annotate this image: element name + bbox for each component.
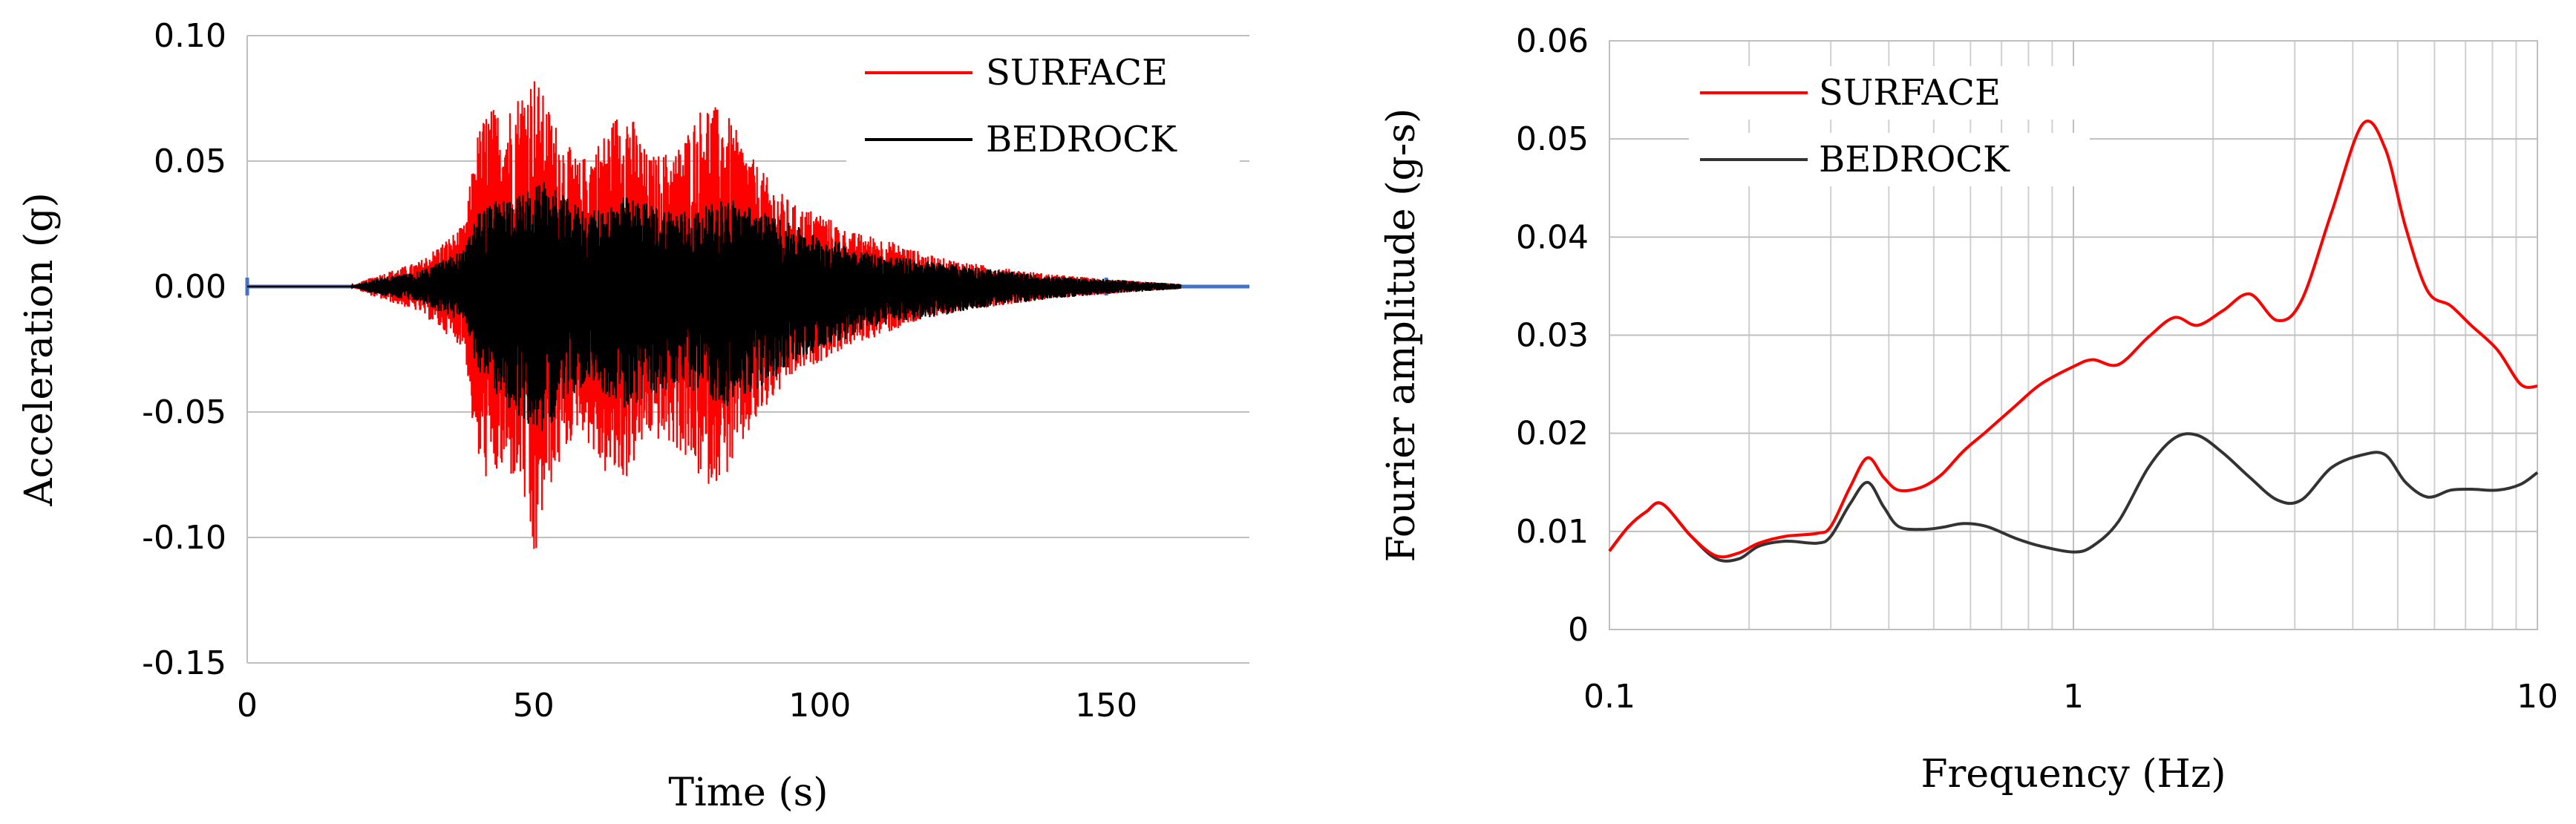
y-tick-label: -0.05 bbox=[142, 393, 226, 431]
y-tick-label: 0.10 bbox=[154, 17, 226, 55]
series-line-bedrock bbox=[247, 182, 1182, 431]
x-tick-label: 100 bbox=[788, 687, 851, 725]
y-axis-title: Fourier amplitude (g-s) bbox=[1379, 108, 1424, 563]
y-tick-label: 0.06 bbox=[1516, 22, 1589, 60]
acceleration-chart: 0.10 0.05 0.00 -0.05 -0.10 -0.15 0 50 100 150 SURF… bbox=[17, 17, 1249, 815]
y-tick-label: 0.02 bbox=[1516, 415, 1589, 453]
legend-label: BEDROCK bbox=[1819, 139, 2010, 180]
fourier-chart: 0.06 0.05 0.04 0.03 0.02 0.01 0 0.1 1 10 SURFACE BE… bbox=[1379, 22, 2558, 797]
x-tick-label: 0 bbox=[237, 687, 258, 725]
y-tick-label: 0.03 bbox=[1516, 317, 1589, 355]
x-tick-label: 50 bbox=[513, 687, 555, 725]
y-axis-title: Acceleration (g) bbox=[17, 192, 62, 507]
x-tick-label: 150 bbox=[1075, 687, 1137, 725]
x-axis-title: Frequency (Hz) bbox=[1920, 752, 2226, 797]
x-tick-label: 10 bbox=[2517, 678, 2558, 716]
y-tick-label: -0.15 bbox=[142, 644, 226, 682]
x-axis-title: Time (s) bbox=[668, 771, 828, 815]
y-tick-label: 0.04 bbox=[1516, 218, 1589, 256]
y-tick-label: -0.10 bbox=[142, 519, 226, 557]
series-line-bedrock bbox=[1608, 432, 2539, 563]
y-tick-label: 0.05 bbox=[154, 143, 226, 180]
x-tick-label: 1 bbox=[2063, 678, 2084, 716]
y-tick-label: 0 bbox=[1568, 611, 1589, 649]
y-tick-label: 0.01 bbox=[1516, 513, 1589, 551]
legend-label: SURFACE bbox=[986, 52, 1168, 94]
x-tick-label: 0.1 bbox=[1583, 678, 1635, 716]
plot-frame bbox=[1609, 40, 2538, 630]
legend-label: SURFACE bbox=[1819, 72, 2001, 114]
y-tick-label: 0.00 bbox=[154, 268, 226, 306]
series-line-surface bbox=[1608, 120, 2538, 559]
legend-label: BEDROCK bbox=[986, 119, 1177, 160]
y-tick-label: 0.05 bbox=[1516, 120, 1589, 158]
